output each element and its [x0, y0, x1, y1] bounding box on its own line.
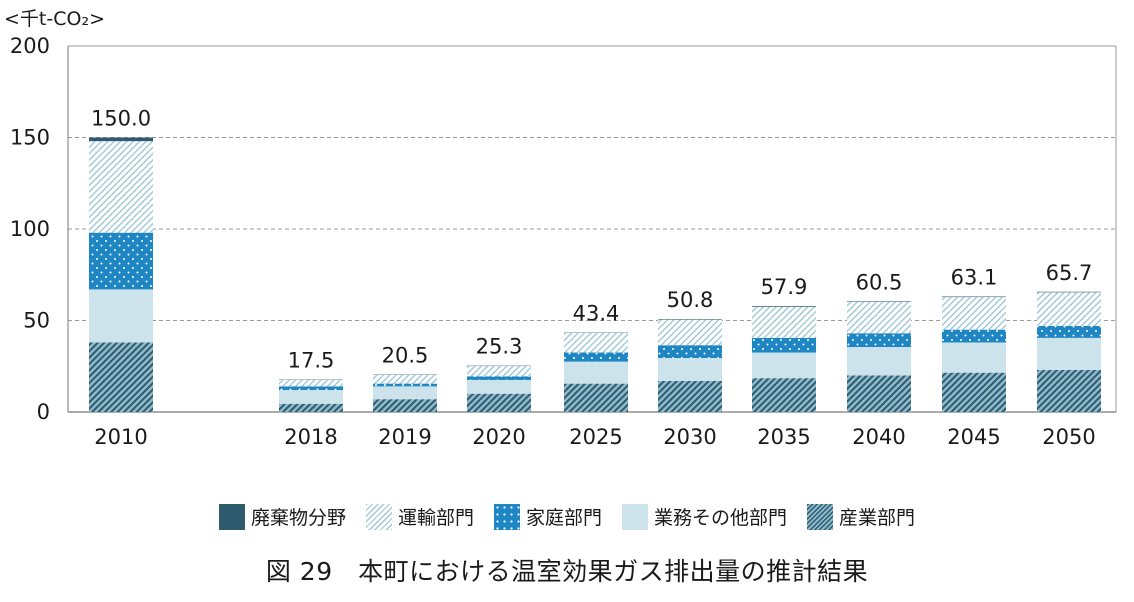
bar-segment-household [564, 352, 628, 362]
total-label: 57.9 [761, 275, 808, 299]
bar-segment-transport [89, 141, 153, 233]
bar-segment-transport [467, 366, 531, 377]
legend-item-industry: 産業部門 [807, 503, 915, 530]
bar-segment-household [658, 345, 722, 359]
bar-segment-business [752, 352, 816, 379]
x-tick-label: 2018 [284, 425, 337, 449]
y-tick-label: 100 [10, 217, 50, 241]
total-label: 17.5 [288, 349, 335, 373]
x-tick-label: 2025 [569, 425, 622, 449]
bar-segment-industry [279, 403, 343, 412]
bar-segment-transport [752, 306, 816, 338]
total-label: 150.0 [91, 107, 151, 131]
y-tick-label: 150 [10, 126, 50, 150]
bar-segment-business [564, 361, 628, 384]
y-tick-label: 50 [23, 309, 50, 333]
legend-label-industry: 産業部門 [839, 507, 916, 529]
x-tick-label: 2040 [852, 425, 905, 449]
bar-segment-business [89, 289, 153, 343]
bar-segment-industry [847, 375, 911, 412]
y-tick-label: 0 [37, 400, 50, 424]
x-tick-label: 2020 [472, 425, 525, 449]
legend-swatch-business [622, 503, 648, 530]
total-label: 50.8 [667, 288, 714, 312]
legend-swatch-waste [218, 503, 245, 530]
bar-segment-transport [847, 301, 911, 334]
bar-segment-industry [467, 393, 531, 412]
bar-segment-transport [942, 297, 1006, 330]
legend-label-business: 業務その他部門 [654, 507, 788, 529]
total-label: 60.5 [856, 270, 903, 294]
x-tick-label: 2019 [378, 425, 431, 449]
bar-segment-transport [564, 332, 628, 353]
bar-segment-business [658, 358, 722, 381]
bar-segment-household [847, 333, 911, 348]
bar-segment-industry [564, 383, 628, 412]
total-label: 63.1 [951, 266, 998, 290]
x-tick-label: 2050 [1042, 425, 1095, 449]
total-label: 20.5 [382, 343, 429, 367]
bar-segment-industry [1037, 369, 1101, 412]
legend: 廃棄物分野 運輸部門 家庭部門 業務その他部門 産業部門 [0, 503, 1134, 530]
legend-swatch-industry [807, 503, 834, 530]
x-tick-label: 2010 [94, 425, 147, 449]
bar-segment-household [89, 232, 153, 290]
legend-label-waste: 廃棄物分野 [250, 507, 346, 529]
bar-segment-transport [373, 374, 437, 384]
x-tick-label: 2045 [947, 425, 1000, 449]
bar-segment-waste [658, 319, 722, 320]
bar-segment-transport [1037, 292, 1101, 326]
bar-segment-transport [658, 319, 722, 346]
bar-segment-household [373, 383, 437, 387]
bar-segment-business [279, 390, 343, 404]
x-tick-label: 2035 [757, 425, 810, 449]
unit-label: <千t-CO₂> [4, 8, 105, 30]
legend-label-transport: 運輸部門 [397, 507, 474, 529]
bar-segment-household [752, 337, 816, 353]
bar-segment-business [847, 347, 911, 376]
bar-segment-industry [752, 378, 816, 412]
legend-swatch-household [493, 503, 520, 530]
bar-segment-waste [942, 296, 1006, 298]
legend-label-household: 家庭部門 [525, 507, 602, 529]
bar-segment-business [373, 386, 437, 400]
bar-segment-transport [279, 379, 343, 387]
bar-segment-business [467, 379, 531, 394]
legend-item-waste: 廃棄物分野 [218, 503, 346, 530]
total-label: 43.4 [573, 302, 620, 326]
stacked-bar-chart: <千t-CO₂> 0 50 100 150 200 150.0 2010 17.5 2018 2… [4, 8, 1117, 449]
bar-segment-household [942, 329, 1006, 343]
bar-segment-waste [1037, 291, 1101, 293]
legend-item-transport: 運輸部門 [365, 503, 474, 530]
y-tick-label: 200 [10, 34, 50, 58]
bar-segment-household [1037, 325, 1101, 338]
figure-caption: 図 29 本町における温室効果ガス排出量の推計結果 [265, 557, 869, 586]
legend-item-household: 家庭部門 [493, 503, 602, 530]
bar-segment-industry [942, 372, 1006, 412]
legend-swatch-transport [365, 503, 392, 530]
bar-segment-business [1037, 337, 1101, 370]
x-tick-label: 2030 [663, 425, 716, 449]
bar-segment-household [467, 376, 531, 380]
bar-segment-waste [752, 306, 816, 307]
bar-segment-industry [89, 342, 153, 412]
bar-segment-business [942, 342, 1006, 373]
bar-segment-waste [847, 301, 911, 302]
legend-item-business: 業務その他部門 [622, 503, 787, 530]
bar-segment-industry [373, 399, 437, 412]
total-label: 65.7 [1046, 261, 1093, 285]
total-label: 25.3 [476, 335, 523, 359]
bar-segment-industry [658, 380, 722, 412]
bar-segment-household [279, 386, 343, 391]
bar-segment-waste [89, 137, 153, 142]
